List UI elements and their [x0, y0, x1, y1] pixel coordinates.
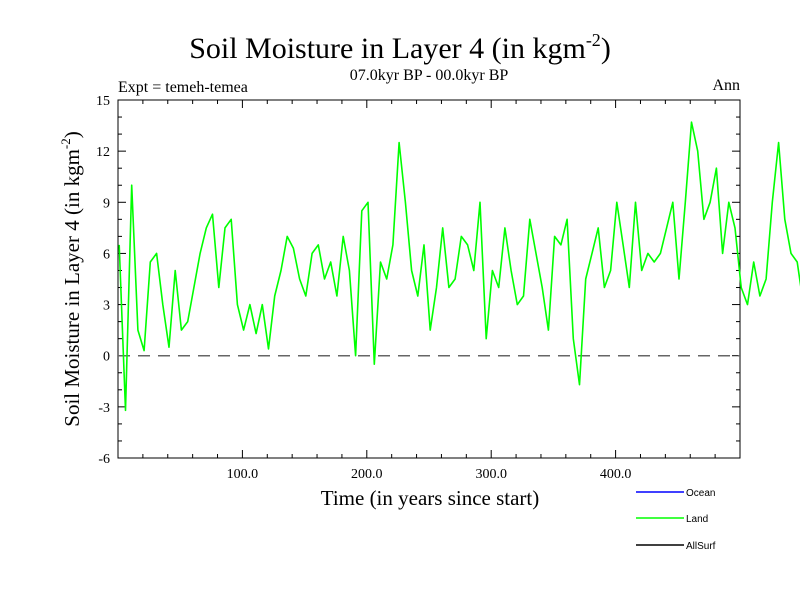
y-tick-label: 6	[103, 247, 110, 262]
y-tick-label: 3	[103, 299, 110, 314]
y-axis-label-sup: -2	[58, 138, 73, 149]
chart-title-main: Soil Moisture in Layer 4 (in kgm	[189, 32, 586, 65]
y-axis: -6 -3 0 3 6 9 12 15	[96, 94, 740, 467]
y-tick-label: 9	[103, 196, 110, 211]
y-tick-label: 12	[96, 145, 110, 160]
y-tick-label: 15	[96, 94, 110, 109]
y-tick-label: -6	[98, 452, 110, 467]
x-tick-label: 200.0	[351, 467, 383, 482]
season-label: Ann	[712, 77, 740, 94]
x-tick-label: 400.0	[600, 467, 632, 482]
y-tick-label: 0	[103, 350, 110, 365]
y-tick-label: -3	[98, 401, 110, 416]
y-axis-label-close: )	[60, 131, 84, 138]
legend-label-allsurf: AllSurf	[686, 541, 716, 552]
legend: Ocean Land AllSurf	[636, 488, 716, 552]
y-axis-label-main: Soil Moisture in Layer 4 (in kgm	[60, 149, 84, 427]
series-group	[118, 121, 800, 412]
plot-frame	[117, 99, 741, 459]
y-axis-label: Soil Moisture in Layer 4 (in kgm-2)	[58, 131, 84, 426]
experiment-label: Expt = temeh-temea	[118, 79, 248, 96]
legend-label-ocean: Ocean	[686, 488, 715, 499]
x-axis-label: Time (in years since start)	[321, 486, 540, 510]
x-tick-label: 300.0	[475, 467, 507, 482]
legend-label-land: Land	[686, 514, 708, 525]
chart-title-close: )	[601, 32, 611, 65]
chart-subtitle: 07.0kyr BP - 00.0kyr BP	[350, 67, 509, 84]
series-line-land	[118, 121, 800, 412]
chart-title: Soil Moisture in Layer 4 (in kgm-2)	[189, 30, 611, 65]
x-axis: 100.0 200.0 300.0 400.0	[142, 100, 716, 482]
chart-title-sup: -2	[586, 30, 601, 50]
x-tick-label: 100.0	[227, 467, 259, 482]
